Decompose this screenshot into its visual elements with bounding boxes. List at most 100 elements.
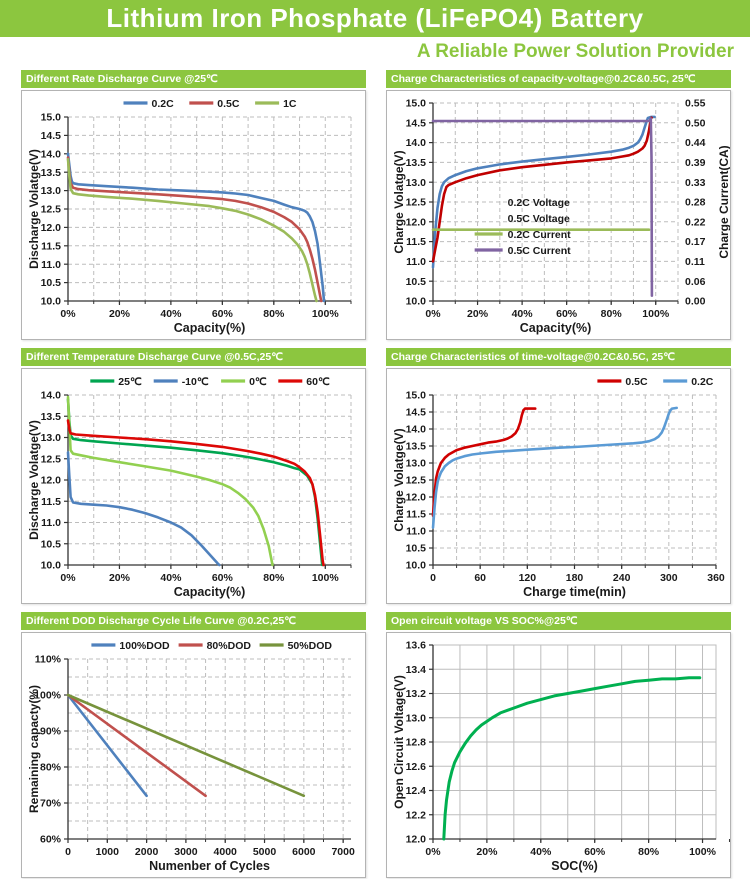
- svg-text:360: 360: [707, 572, 725, 584]
- svg-text:Charge time(min): Charge time(min): [523, 585, 626, 599]
- svg-text:12.4: 12.4: [406, 785, 427, 797]
- svg-text:13.5: 13.5: [41, 411, 62, 423]
- chart-title-ocv-soc: Open circuit voltage VS SOC%@25℃: [386, 612, 731, 630]
- svg-text:11.5: 11.5: [406, 236, 426, 248]
- svg-text:1000: 1000: [96, 846, 120, 858]
- svg-text:0.28: 0.28: [685, 197, 706, 209]
- panel-dod-cycle-life: Different DOD Discharge Cycle Life Curve…: [21, 612, 366, 878]
- svg-text:0%: 0%: [425, 308, 441, 320]
- chart-title-dod-cycle-life: Different DOD Discharge Cycle Life Curve…: [21, 612, 366, 630]
- svg-text:Discharge Volatge(V): Discharge Volatge(V): [27, 420, 41, 540]
- svg-text:5000: 5000: [253, 846, 277, 858]
- charts-row-2: Different Temperature Discharge Curve @0…: [21, 348, 750, 604]
- chart-charge-capacity-voltage: 0% 20% 40% 60% 80% 100% 10.0 10.5 11.0 11.5 12.0 12…: [387, 91, 730, 339]
- svg-text:11.5: 11.5: [406, 509, 426, 521]
- svg-text:0%: 0%: [425, 846, 441, 858]
- svg-text:3000: 3000: [174, 846, 198, 858]
- svg-text:12.0: 12.0: [406, 834, 427, 846]
- svg-text:0%: 0%: [60, 308, 76, 320]
- svg-text:180: 180: [566, 572, 584, 584]
- svg-text:14.0: 14.0: [406, 424, 427, 436]
- svg-text:0.2C: 0.2C: [691, 376, 714, 388]
- panel-charge-time-voltage: Charge Characteristics of time-voltage@0…: [386, 348, 731, 604]
- panel-ocv-soc: Open circuit voltage VS SOC%@25℃ 0% 20% 40…: [386, 612, 731, 878]
- svg-text:100%: 100%: [689, 846, 717, 858]
- svg-text:0.06: 0.06: [685, 276, 706, 288]
- svg-text:100%: 100%: [312, 572, 340, 584]
- svg-text:14.5: 14.5: [41, 130, 62, 142]
- svg-text:13.0: 13.0: [406, 177, 427, 189]
- svg-text:14.0: 14.0: [41, 390, 62, 402]
- svg-text:Discharge Volatge(V): Discharge Volatge(V): [27, 149, 41, 269]
- panel-charge-capacity-voltage: Charge Characteristics of capacity-volta…: [386, 70, 731, 340]
- svg-text:12.0: 12.0: [406, 216, 427, 228]
- svg-text:12.0: 12.0: [41, 222, 62, 234]
- svg-text:0.5C: 0.5C: [625, 376, 648, 388]
- chart-title-temperature-discharge: Different Temperature Discharge Curve @0…: [21, 348, 366, 366]
- svg-text:40%: 40%: [530, 846, 552, 858]
- svg-text:7000: 7000: [331, 846, 355, 858]
- svg-text:60%: 60%: [584, 846, 606, 858]
- chart-temperature-discharge: 0% 20% 40% 60% 80% 100% 10.0 10.5 11.0 11.5 12.0 12…: [22, 369, 365, 603]
- svg-text:60%: 60%: [212, 572, 234, 584]
- svg-text:Numenber of Cycles: Numenber of Cycles: [149, 859, 270, 873]
- page-header: Lithium Iron Phosphate (LiFePO4) Battery: [0, 0, 750, 37]
- svg-text:0: 0: [65, 846, 71, 858]
- svg-text:13.5: 13.5: [41, 167, 62, 179]
- svg-text:12.5: 12.5: [406, 197, 427, 209]
- svg-text:0.55: 0.55: [685, 98, 706, 110]
- svg-text:70%: 70%: [40, 798, 62, 810]
- svg-text:6000: 6000: [292, 846, 316, 858]
- svg-text:Charge Current(CA): Charge Current(CA): [717, 145, 730, 258]
- svg-text:13.0: 13.0: [41, 432, 62, 444]
- svg-text:14.5: 14.5: [406, 117, 427, 129]
- chart-rate-discharge: 0% 20% 40% 60% 80% 100% 10.0 10.5 11.0 11.5 12.0 12…: [22, 91, 365, 339]
- panel-temperature-discharge: Different Temperature Discharge Curve @0…: [21, 348, 366, 604]
- svg-text:Open Circuit Voltage(V): Open Circuit Voltage(V): [392, 675, 406, 809]
- svg-text:15.0: 15.0: [406, 98, 427, 110]
- svg-text:60: 60: [474, 572, 486, 584]
- svg-text:80%: 80%: [263, 572, 285, 584]
- svg-text:11.5: 11.5: [41, 240, 61, 252]
- svg-text:10.5: 10.5: [41, 277, 62, 289]
- svg-text:20%: 20%: [476, 846, 498, 858]
- chart-title-rate-discharge: Different Rate Discharge Curve @25℃: [21, 70, 366, 88]
- svg-text:0.17: 0.17: [685, 236, 706, 248]
- svg-text:120: 120: [519, 572, 537, 584]
- svg-text:0.11: 0.11: [685, 256, 705, 268]
- svg-text:0.44: 0.44: [685, 137, 706, 149]
- page-subtitle: A Reliable Power Solution Provider: [416, 41, 734, 62]
- svg-text:0.00: 0.00: [685, 296, 706, 308]
- svg-text:SOC(%): SOC(%): [551, 859, 598, 873]
- svg-text:10.0: 10.0: [41, 560, 62, 572]
- svg-text:110%: 110%: [35, 654, 62, 666]
- svg-text:10.5: 10.5: [41, 538, 62, 550]
- svg-text:4000: 4000: [214, 846, 238, 858]
- svg-text:80%: 80%: [263, 308, 285, 320]
- charts-row-3: Different DOD Discharge Cycle Life Curve…: [21, 612, 750, 878]
- chart-charge-time-voltage: 0 60 120 180 240 300 360 10.0 10.5 11.0 11.5 12.0 12…: [387, 369, 730, 603]
- svg-text:14.0: 14.0: [41, 148, 62, 160]
- svg-text:80%DOD: 80%DOD: [207, 640, 252, 652]
- svg-text:13.4: 13.4: [406, 664, 427, 676]
- svg-text:14.5: 14.5: [406, 407, 427, 419]
- svg-text:13.2: 13.2: [406, 688, 427, 700]
- svg-text:10.0: 10.0: [41, 296, 62, 308]
- svg-text:12.5: 12.5: [41, 204, 62, 216]
- svg-text:1C: 1C: [283, 98, 297, 110]
- charts-grid: Different Rate Discharge Curve @25℃ 0% 20…: [21, 70, 750, 878]
- svg-text:40%: 40%: [512, 308, 534, 320]
- svg-text:80%: 80%: [638, 846, 660, 858]
- svg-text:300: 300: [660, 572, 678, 584]
- svg-text:100%: 100%: [34, 690, 62, 702]
- svg-text:12.5: 12.5: [41, 453, 62, 465]
- svg-text:0.2C Voltage: 0.2C Voltage: [508, 197, 570, 209]
- svg-text:12.8: 12.8: [406, 737, 427, 749]
- svg-text:240: 240: [613, 572, 631, 584]
- svg-text:11.0: 11.0: [406, 526, 426, 538]
- svg-text:20%: 20%: [109, 308, 131, 320]
- svg-text:80%: 80%: [601, 308, 623, 320]
- svg-text:0.5C: 0.5C: [217, 98, 240, 110]
- svg-text:10.0: 10.0: [406, 560, 427, 572]
- svg-text:100%: 100%: [312, 308, 340, 320]
